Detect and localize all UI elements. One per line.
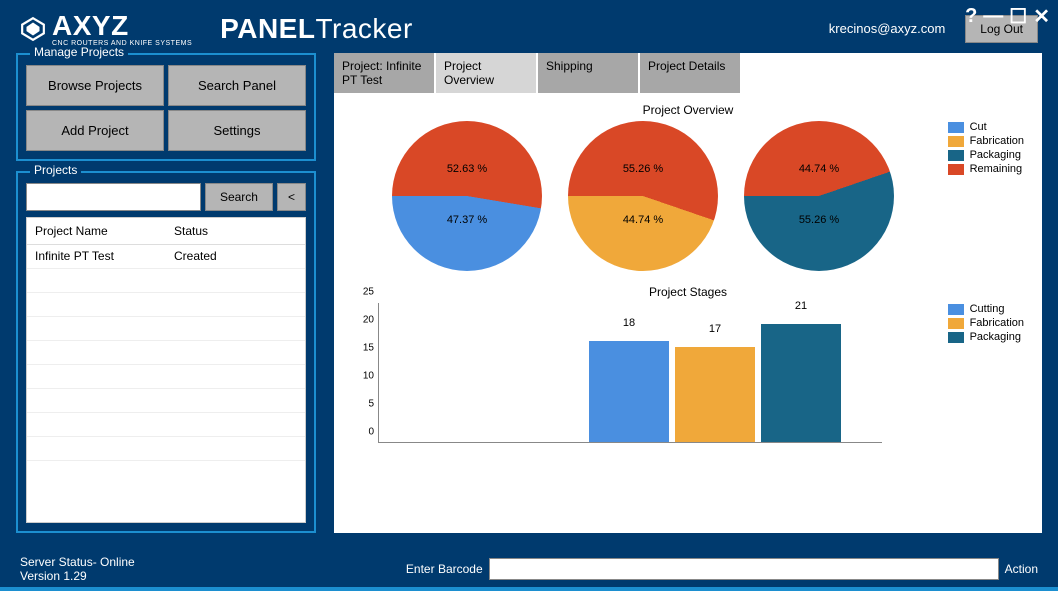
tabs: Project: Infinite PT Test Project Overvi… [334,53,1042,93]
barcode-label: Enter Barcode [406,562,483,576]
y-tick: 25 [363,287,374,298]
overview-title: Project Overview [352,103,1024,117]
swatch-cutting [948,304,964,315]
maximize-icon[interactable]: ☐ [1009,4,1027,29]
cell-status: Created [166,245,305,268]
action-label: Action [1005,562,1038,576]
y-tick: 10 [363,371,374,382]
logo: AXYZ CNC ROUTERS AND KNIFE SYSTEMS [20,10,192,47]
legend-rem: Remaining [970,163,1023,175]
table-row [27,341,305,365]
manage-projects-panel: Manage Projects Browse Projects Search P… [16,53,316,161]
y-tick: 15 [363,343,374,354]
back-button[interactable]: < [277,183,306,211]
stages-legend: Cutting Fabrication Packaging [948,303,1024,345]
projects-grid: Project Name Status Infinite PT Test Cre… [26,217,306,523]
tab-overview[interactable]: Project Overview [436,53,536,93]
table-row [27,437,305,461]
tab-shipping[interactable]: Shipping [538,53,638,93]
pie-charts: 52.63 %47.37 %55.26 %44.74 %44.74 %55.26… [392,121,894,271]
bar-label: 17 [675,323,755,335]
server-status: Server Status- Online [20,555,135,569]
legend-fab2: Fabrication [970,317,1024,329]
y-tick: 5 [368,399,374,410]
col-status[interactable]: Status [166,218,305,244]
manage-title: Manage Projects [30,45,128,59]
legend-cutting: Cutting [970,303,1005,315]
swatch-pack2 [948,332,964,343]
overview-legend: Cut Fabrication Packaging Remaining [948,121,1024,177]
add-project-button[interactable]: Add Project [26,110,164,151]
table-row [27,413,305,437]
pie-chart: 44.74 % 55.26 % [744,121,894,271]
swatch-fab2 [948,318,964,329]
brand-name: AXYZ [52,10,129,41]
bar-label: 21 [761,300,841,312]
window-controls: ? — ☐ ✕ [965,4,1050,29]
bar-chart: 0510152025 181721 [352,303,882,463]
table-row[interactable]: Infinite PT Test Created [27,245,305,269]
table-row [27,389,305,413]
content-area: Project: Infinite PT Test Project Overvi… [334,53,1042,533]
pie-top-label: 44.74 % [799,163,839,175]
pie-bottom-label: 55.26 % [799,214,839,226]
app-title-light: Tracker [315,13,412,44]
legend-pack2: Packaging [970,331,1021,343]
bar [675,347,755,442]
user-email: krecinos@axyz.com [829,21,946,36]
footer-divider [0,587,1058,591]
legend-pack: Packaging [970,149,1021,161]
project-search-input[interactable] [26,183,201,211]
col-project-name[interactable]: Project Name [27,218,166,244]
bar [589,341,669,442]
swatch-rem [948,164,964,175]
swatch-cut [948,122,964,133]
close-icon[interactable]: ✕ [1033,4,1050,29]
table-row [27,317,305,341]
cell-project-name: Infinite PT Test [27,245,166,268]
swatch-fab [948,136,964,147]
pie-top-label: 52.63 % [447,163,487,175]
legend-fab: Fabrication [970,135,1024,147]
app-title: PANELTracker [220,13,413,45]
tab-project[interactable]: Project: Infinite PT Test [334,53,434,93]
pie-chart: 52.63 % 47.37 % [392,121,542,271]
stages-title: Project Stages [352,285,1024,299]
app-title-bold: PANEL [220,13,315,44]
table-row [27,365,305,389]
help-icon[interactable]: ? [965,5,977,28]
footer: Server Status- Online Version 1.29 Enter… [20,555,1038,583]
bar [761,324,841,442]
swatch-pack [948,150,964,161]
projects-panel: Projects Search < Project Name Status In… [16,171,316,533]
tab-details[interactable]: Project Details [640,53,740,93]
projects-title: Projects [30,163,81,177]
minimize-icon[interactable]: — [983,5,1003,28]
version: Version 1.29 [20,569,135,583]
header: AXYZ CNC ROUTERS AND KNIFE SYSTEMS PANEL… [0,0,1058,53]
settings-button[interactable]: Settings [168,110,306,151]
barcode-input[interactable] [489,558,999,580]
table-row [27,293,305,317]
pie-bottom-label: 47.37 % [447,214,487,226]
table-row [27,269,305,293]
pie-bottom-label: 44.74 % [623,214,663,226]
y-tick: 20 [363,315,374,326]
search-panel-button[interactable]: Search Panel [168,65,306,106]
bar-label: 18 [589,317,669,329]
search-button[interactable]: Search [205,183,273,211]
legend-cut: Cut [970,121,987,133]
y-tick: 0 [368,427,374,438]
pie-top-label: 55.26 % [623,163,663,175]
logo-icon [20,16,46,42]
pie-chart: 55.26 % 44.74 % [568,121,718,271]
browse-projects-button[interactable]: Browse Projects [26,65,164,106]
